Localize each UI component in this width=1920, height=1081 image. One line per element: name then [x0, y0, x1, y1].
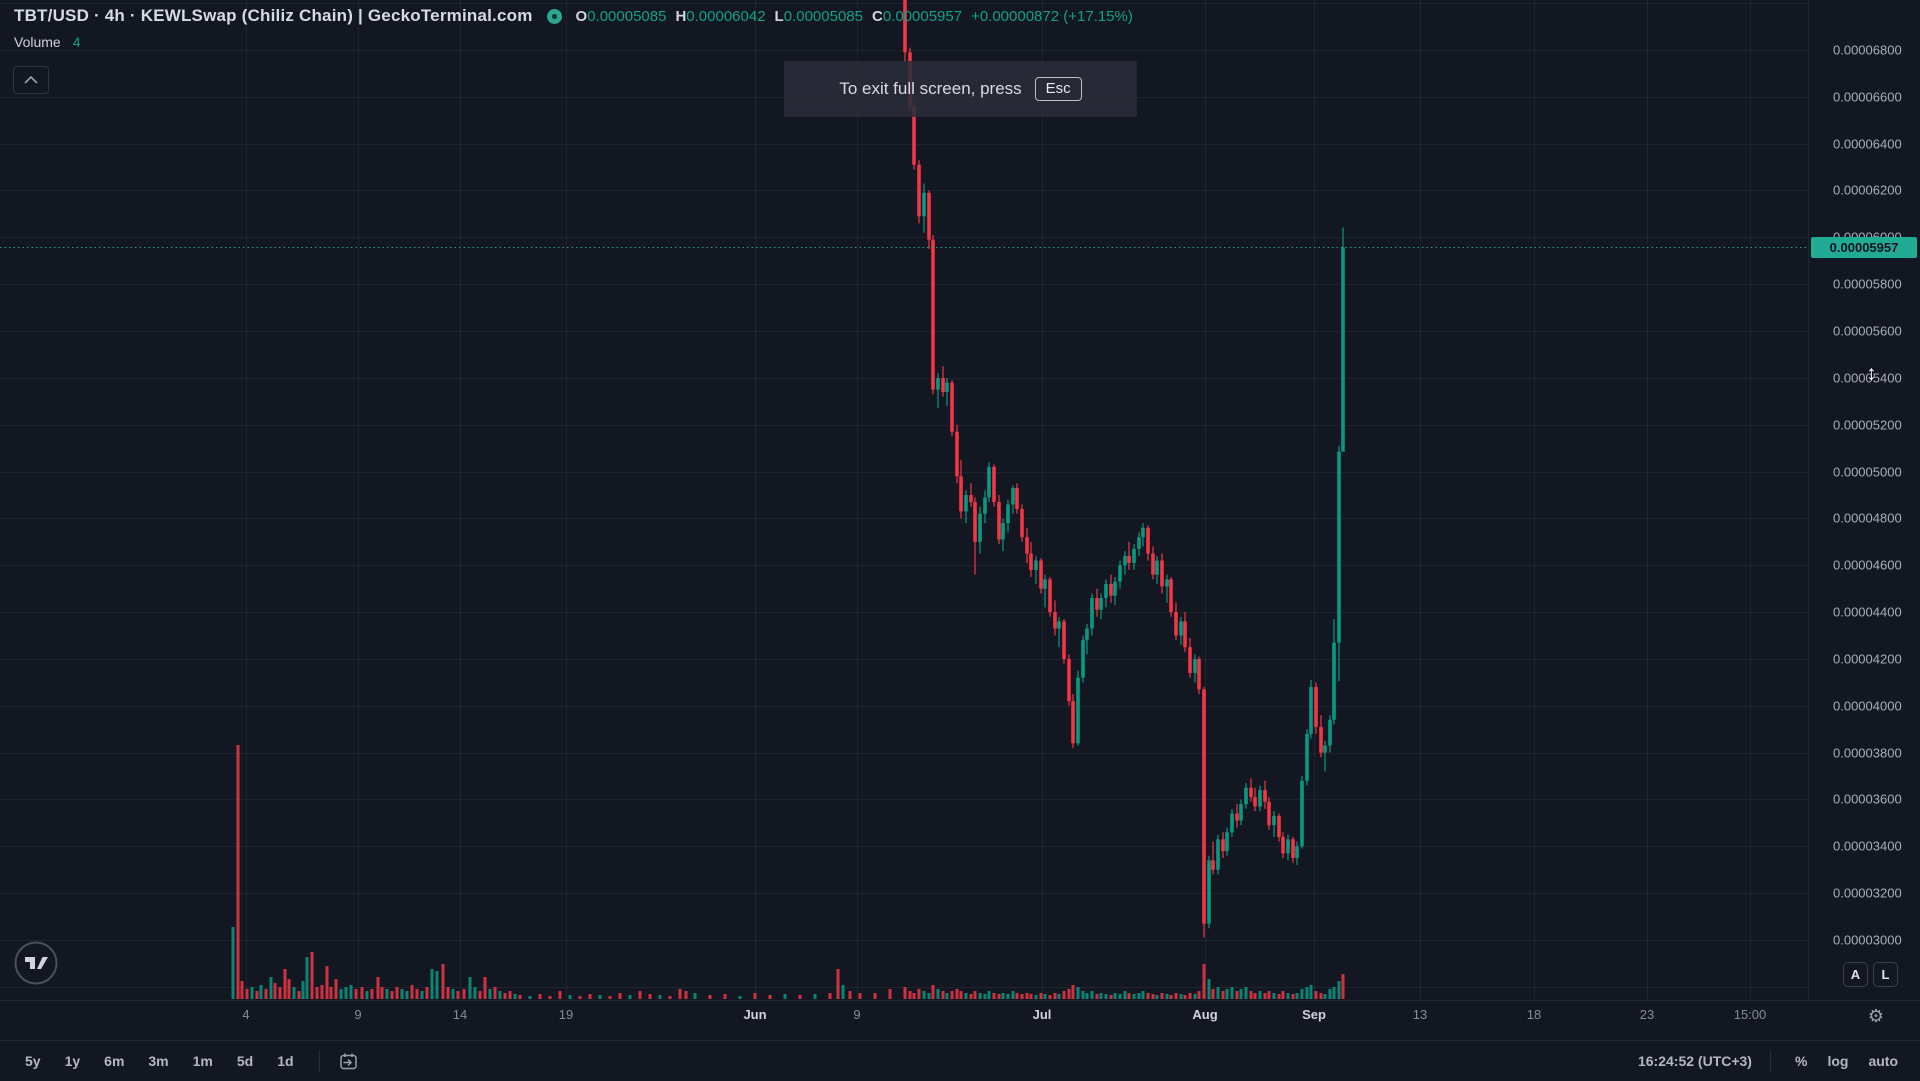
tradingview-logo-icon [14, 941, 58, 985]
price-axis-label: 0.00003200 [1833, 885, 1902, 901]
price-axis-label: 0.00006800 [1833, 42, 1902, 58]
time-axis-label: 19 [558, 1007, 574, 1022]
range-button-3m[interactable]: 3m [148, 1053, 169, 1069]
time-axis-label: Sep [1302, 1007, 1326, 1022]
go-to-date-button[interactable] [338, 1051, 359, 1072]
time-axis-label: 9 [853, 1007, 861, 1022]
time-axis-label: Jun [743, 1007, 767, 1022]
price-axis-label: 0.00005400 [1833, 370, 1902, 386]
price-axis-label: 0.00003600 [1833, 791, 1902, 807]
tradingview-logo[interactable] [13, 940, 59, 991]
divider [1769, 1050, 1771, 1072]
scale-corner-buttons: A L [1843, 962, 1898, 987]
chevron-up-icon [24, 76, 38, 84]
price-axis-label: 0.00004200 [1833, 651, 1902, 667]
close-label: C [871, 7, 883, 25]
price-axis-label: 0.00004800 [1833, 510, 1902, 526]
time-axis[interactable]: ⚙ 4 9 14 19 Jun 9 Jul Aug Sep 13 18 23 15:00 [0, 1000, 1920, 1041]
time-axis-label: 23 [1639, 1007, 1655, 1022]
chart-legend: TBT/USD · 4h · KEWLSwap (Chiliz Chain) |… [14, 6, 1133, 26]
price-axis-label: 0.00006600 [1833, 89, 1902, 105]
price-axis-label: 0.00004600 [1833, 557, 1902, 573]
price-axis-label: 0.00005600 [1833, 323, 1902, 339]
price-axis-label: 0.00004400 [1833, 604, 1902, 620]
change-value: +0.00000872 (+17.15%) [971, 7, 1133, 25]
time-axis-label: 15:00 [1733, 1007, 1767, 1022]
gear-icon[interactable]: ⚙ [1867, 1006, 1884, 1026]
auto-scale-mode-button[interactable]: auto [1868, 1053, 1898, 1069]
notification-text: To exit full screen, press [839, 79, 1022, 98]
lock-scale-button[interactable]: L [1873, 962, 1898, 987]
time-axis-label: 9 [354, 1007, 362, 1022]
open-label: O [575, 7, 588, 25]
price-axis-label: 0.00003400 [1833, 838, 1902, 854]
bottom-toolbar: 5y 1y 6m 3m 1m 5d 1d 16:24:52 (UTC+3) % log auto [0, 1040, 1920, 1081]
range-button-1m[interactable]: 1m [192, 1053, 213, 1069]
price-axis-label: 0.00003000 [1833, 932, 1902, 948]
price-axis-label: 0.00005800 [1833, 276, 1902, 292]
high-value: 0.00006042 [686, 7, 766, 25]
low-label: L [774, 7, 784, 25]
geckoterminal-logo-icon [546, 8, 562, 24]
price-axis-label: 0.00006400 [1833, 136, 1902, 152]
fullscreen-notification: To exit full screen, press Esc [784, 61, 1137, 117]
price-axis-label: 0.00005000 [1833, 464, 1902, 480]
time-axis-label: 4 [242, 1007, 250, 1022]
volume-legend: Volume 4 [14, 34, 81, 50]
toolbar-right: 16:24:52 (UTC+3) % log auto [1638, 1050, 1920, 1072]
price-axis-label: 0.00003800 [1833, 745, 1902, 761]
range-button-5d[interactable]: 5d [236, 1053, 254, 1069]
time-axis-label: 13 [1412, 1007, 1428, 1022]
volume-label: Volume [14, 34, 61, 50]
ohlc-values: O0.00005085 H0.00006042 L0.00005085 C0.0… [576, 8, 1133, 25]
clock[interactable]: 16:24:52 (UTC+3) [1637, 1053, 1752, 1069]
range-button-6m[interactable]: 6m [104, 1053, 125, 1069]
volume-value: 4 [72, 34, 81, 50]
time-axis-label: 18 [1526, 1007, 1542, 1022]
calendar-icon [339, 1053, 357, 1069]
time-axis-label: 14 [452, 1007, 468, 1022]
esc-keycap: Esc [1034, 77, 1082, 101]
time-axis-label: Aug [1192, 1007, 1218, 1022]
low-value: 0.00005085 [783, 7, 863, 25]
last-price-badge: 0.00005957 [1811, 237, 1917, 258]
chart-canvas[interactable] [0, 0, 1808, 1000]
price-axis-label: 0.00004000 [1833, 698, 1902, 714]
price-axis-label: 0.00005200 [1833, 417, 1902, 433]
symbol-title: TBT/USD · 4h · KEWLSwap (Chiliz Chain) |… [14, 6, 533, 25]
auto-scale-button[interactable]: A [1843, 962, 1868, 987]
price-axis[interactable]: 0.00005957 0.00006800 0.00006600 0.0000640… [1808, 0, 1920, 1000]
high-label: H [675, 7, 687, 25]
range-button-1y[interactable]: 1y [64, 1053, 81, 1069]
open-value: 0.00005085 [587, 7, 667, 25]
price-axis-label: 0.00006200 [1833, 182, 1902, 198]
time-axis-label: Jul [1032, 1007, 1052, 1022]
collapse-legend-button[interactable] [13, 66, 49, 94]
range-button-5y[interactable]: 5y [25, 1053, 41, 1069]
log-scale-button[interactable]: log [1827, 1053, 1849, 1069]
percent-scale-button[interactable]: % [1794, 1053, 1808, 1069]
close-value: 0.00005957 [882, 7, 963, 25]
range-buttons: 5y 1y 6m 3m 1m 5d 1d [0, 1050, 359, 1072]
divider [318, 1050, 320, 1072]
range-button-1d[interactable]: 1d [277, 1053, 294, 1069]
